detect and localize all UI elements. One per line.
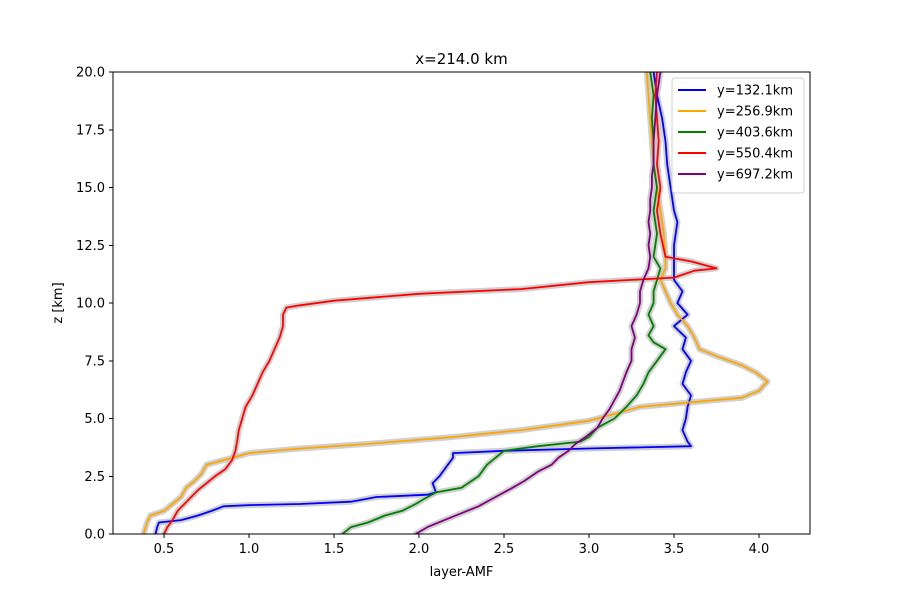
legend-label: y=697.2km [717,168,793,183]
y-tick-label: 12.5 [76,239,105,254]
y-tick-label: 2.5 [84,470,105,485]
series-line-1 [154,72,692,534]
series-line-4 [163,72,718,534]
x-tick-label: 1.5 [324,542,345,557]
x-tick-label: 4.0 [749,542,770,557]
legend-label: y=256.9km [717,105,793,120]
legend-label: y=550.4km [717,147,793,162]
y-tick-label: 10.0 [76,297,105,312]
x-tick-label: 1.0 [239,542,260,557]
chart-title: x=214.0 km [415,50,507,68]
y-tick-label: 0.0 [84,528,105,543]
y-tick-label: 7.5 [84,354,105,369]
legend-box [671,77,805,194]
x-tick-label: 2.0 [409,542,430,557]
y-tick-label: 5.0 [84,412,105,427]
series-line-2 [142,72,769,534]
x-tick-label: 0.5 [154,542,175,557]
x-tick-label: 3.0 [579,542,600,557]
y-tick-label: 20.0 [76,66,105,81]
y-tick-label: 17.5 [76,123,105,138]
legend-label: y=132.1km [717,84,793,99]
x-tick-label: 3.5 [664,542,685,557]
y-axis: 0.0 2.5 5.0 7.5 10.0 12.5 15.0 17.5 20.0 [76,66,113,543]
x-axis-label: layer-AMF [430,565,494,580]
y-tick-label: 15.0 [76,181,105,196]
x-axis: 0.5 1.0 1.5 2.0 2.5 3.0 3.5 4.0 [154,534,770,557]
x-tick-label: 2.5 [494,542,515,557]
series-lines [142,72,769,534]
series-line-3 [341,72,667,534]
y-axis-label: z [km] [51,282,66,323]
legend-label: y=403.6km [717,126,793,141]
series-line-5 [414,72,662,534]
legend: y=132.1km y=256.9km y=403.6km y=550.4km y=69… [671,77,805,194]
